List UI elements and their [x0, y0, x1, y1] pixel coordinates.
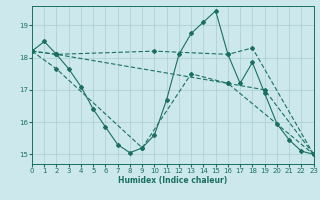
- X-axis label: Humidex (Indice chaleur): Humidex (Indice chaleur): [118, 176, 228, 185]
